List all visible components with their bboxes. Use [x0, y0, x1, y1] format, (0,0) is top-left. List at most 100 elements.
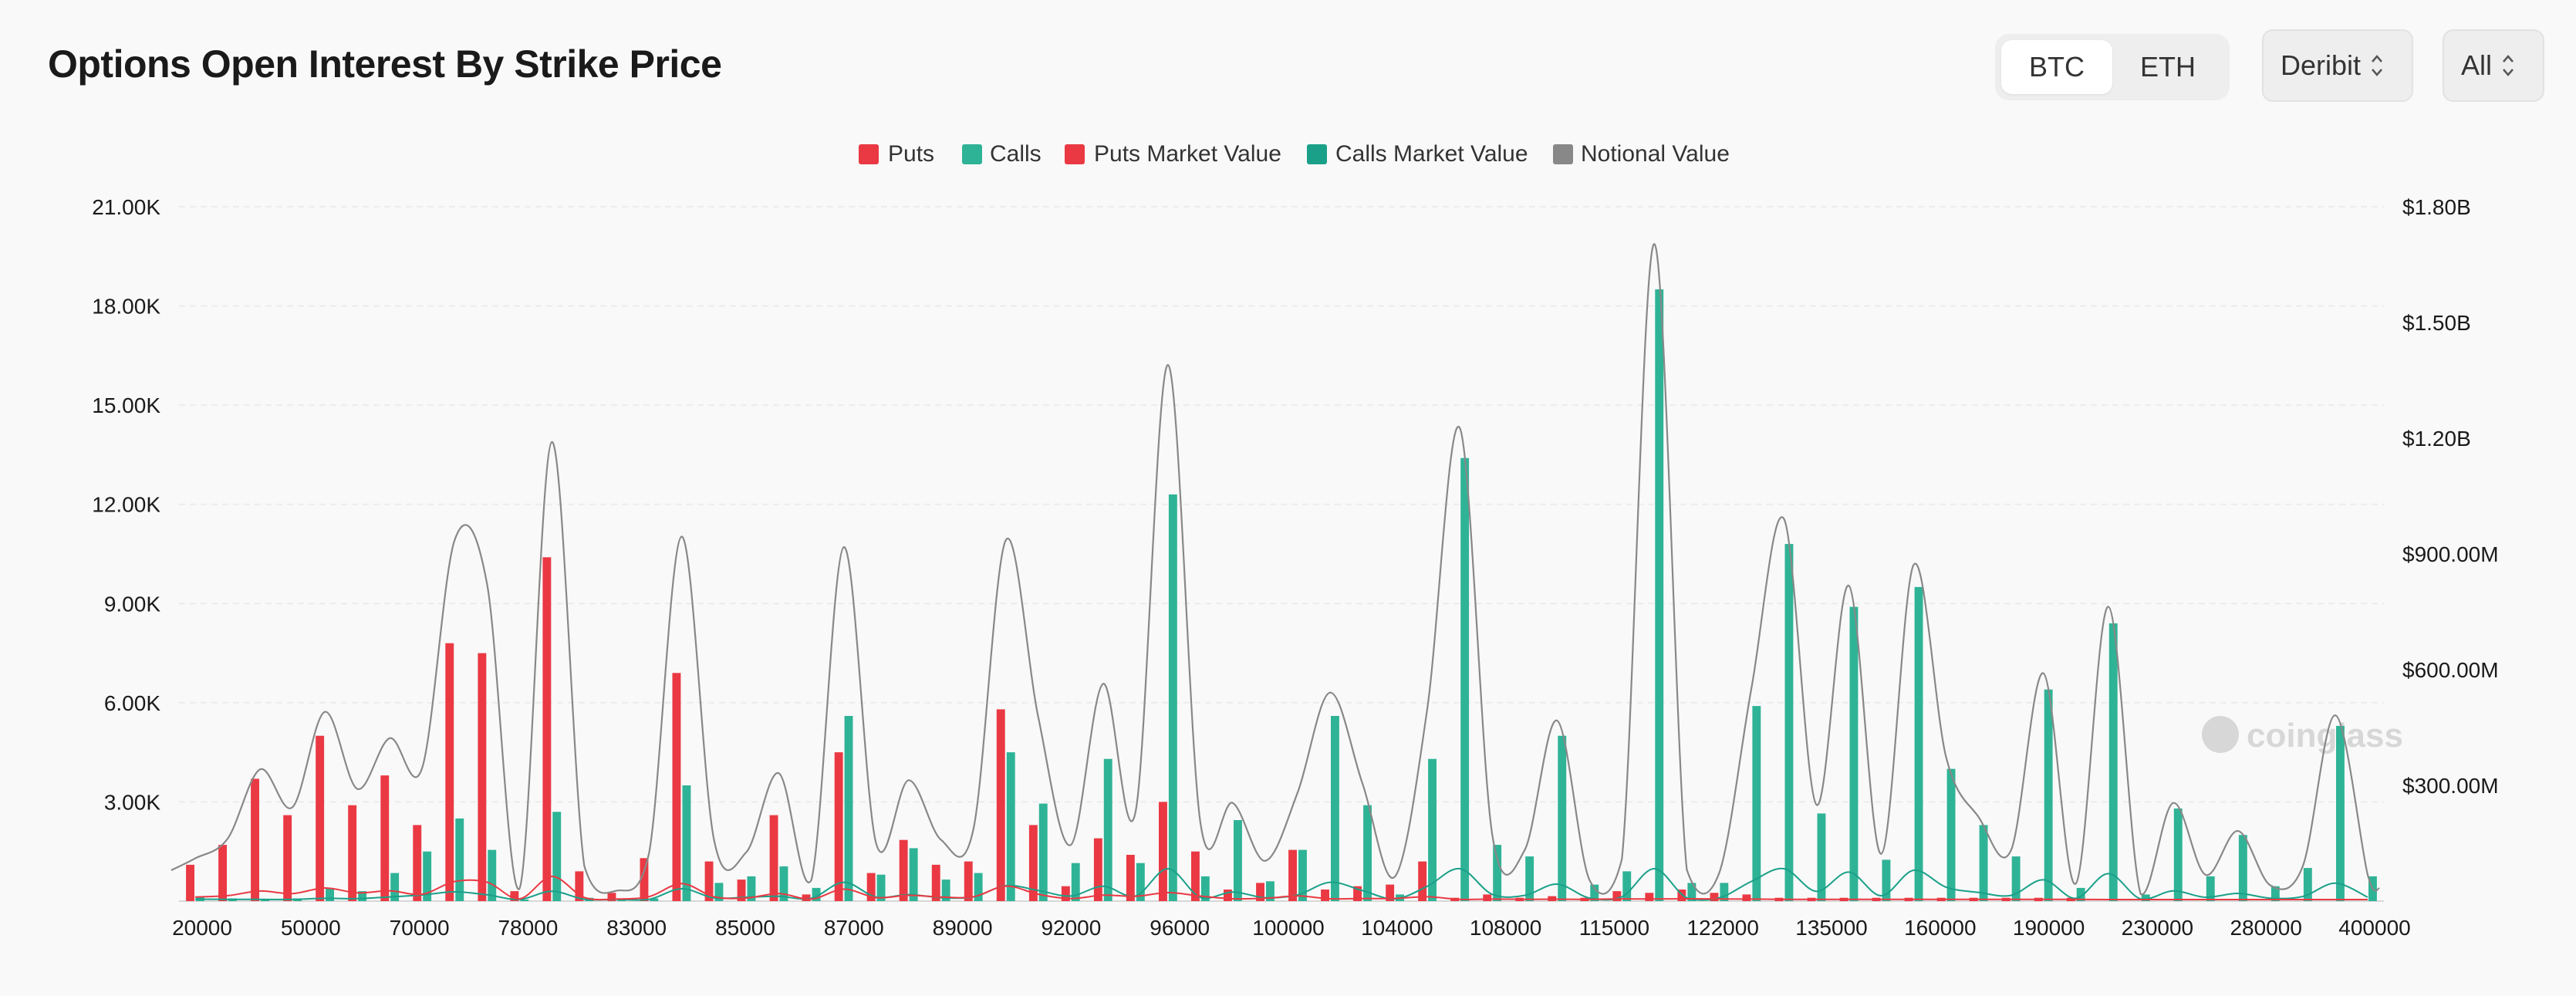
- call-bar[interactable]: [1817, 813, 1826, 901]
- put-bar[interactable]: [704, 861, 714, 901]
- call-bar[interactable]: [1103, 758, 1112, 901]
- call-bar[interactable]: [2076, 887, 2085, 901]
- call-bar[interactable]: [1200, 876, 1210, 901]
- call-bar[interactable]: [1752, 706, 1761, 901]
- put-bar[interactable]: [1353, 886, 1362, 901]
- put-bar[interactable]: [1612, 891, 1622, 901]
- put-bar[interactable]: [1645, 893, 1654, 901]
- range-select[interactable]: All: [2443, 29, 2544, 102]
- put-bar[interactable]: [866, 873, 876, 901]
- call-bar[interactable]: [1720, 883, 1729, 901]
- put-bar[interactable]: [1159, 802, 1167, 901]
- call-bar[interactable]: [488, 849, 497, 901]
- put-bar[interactable]: [1126, 855, 1135, 901]
- put-bar[interactable]: [899, 839, 908, 901]
- put-bar[interactable]: [316, 735, 325, 901]
- legend-item-calls-market-value[interactable]: Calls Market Value: [1307, 141, 1528, 167]
- legend-item-puts[interactable]: Puts: [859, 141, 934, 167]
- put-bar[interactable]: [1028, 825, 1038, 901]
- put-bar[interactable]: [510, 891, 519, 901]
- call-bar[interactable]: [650, 898, 659, 901]
- put-bar[interactable]: [1288, 849, 1297, 901]
- call-bar[interactable]: [812, 887, 821, 901]
- put-bar[interactable]: [575, 871, 584, 901]
- call-bar[interactable]: [2173, 809, 2183, 901]
- put-bar[interactable]: [348, 805, 357, 901]
- call-bar[interactable]: [1687, 883, 1697, 901]
- put-bar[interactable]: [769, 815, 778, 901]
- put-bar[interactable]: [931, 864, 940, 901]
- call-bar[interactable]: [2238, 835, 2247, 901]
- put-bar[interactable]: [672, 673, 681, 901]
- call-bar[interactable]: [779, 866, 788, 901]
- put-bar[interactable]: [1256, 883, 1264, 901]
- call-bar[interactable]: [2206, 876, 2215, 901]
- call-bar[interactable]: [1590, 884, 1599, 901]
- call-bar[interactable]: [1525, 856, 1534, 901]
- put-bar[interactable]: [1321, 890, 1329, 901]
- put-bar[interactable]: [1710, 893, 1719, 901]
- put-bar[interactable]: [1191, 851, 1200, 901]
- asset-btc-button[interactable]: BTC: [2001, 40, 2112, 94]
- call-bar[interactable]: [1622, 871, 1632, 901]
- call-bar[interactable]: [2141, 894, 2150, 901]
- call-bar[interactable]: [358, 891, 367, 901]
- put-bar[interactable]: [413, 825, 422, 901]
- put-bar[interactable]: [964, 861, 973, 901]
- put-bar[interactable]: [737, 880, 746, 901]
- put-bar[interactable]: [218, 845, 227, 901]
- put-bar[interactable]: [445, 643, 454, 901]
- call-bar[interactable]: [2108, 623, 2118, 901]
- call-bar[interactable]: [876, 874, 886, 901]
- call-bar[interactable]: [520, 899, 529, 901]
- call-bar[interactable]: [326, 887, 334, 901]
- put-bar[interactable]: [478, 653, 487, 901]
- call-bar[interactable]: [2270, 886, 2280, 901]
- call-bar[interactable]: [423, 851, 432, 901]
- put-bar[interactable]: [834, 752, 843, 901]
- call-bar[interactable]: [2336, 725, 2345, 901]
- call-bar[interactable]: [1331, 716, 1339, 901]
- exchange-select[interactable]: Deribit: [2262, 29, 2413, 102]
- call-bar[interactable]: [1784, 544, 1794, 901]
- call-bar[interactable]: [1558, 735, 1567, 901]
- put-bar[interactable]: [1483, 894, 1492, 901]
- call-bar[interactable]: [1849, 606, 1859, 901]
- call-bar[interactable]: [1655, 289, 1664, 902]
- put-bar[interactable]: [380, 775, 390, 901]
- call-bar[interactable]: [747, 876, 756, 901]
- call-bar[interactable]: [714, 883, 724, 901]
- call-bar[interactable]: [1038, 803, 1048, 901]
- call-bar[interactable]: [1882, 859, 1891, 901]
- call-bar[interactable]: [2303, 868, 2312, 901]
- call-bar[interactable]: [682, 785, 691, 901]
- put-bar[interactable]: [1418, 861, 1427, 901]
- call-bar[interactable]: [1979, 825, 1988, 901]
- call-bar[interactable]: [1460, 457, 1470, 901]
- call-bar[interactable]: [617, 899, 626, 901]
- call-bar[interactable]: [1428, 758, 1437, 901]
- call-bar[interactable]: [1363, 805, 1372, 901]
- put-bar[interactable]: [1061, 886, 1070, 901]
- asset-eth-button[interactable]: ETH: [2140, 51, 2196, 83]
- put-bar[interactable]: [542, 557, 552, 901]
- put-bar[interactable]: [996, 709, 1005, 901]
- call-bar[interactable]: [844, 716, 853, 901]
- legend-item-notional-value[interactable]: Notional Value: [1553, 141, 1730, 167]
- call-bar[interactable]: [1914, 586, 1923, 901]
- put-bar[interactable]: [186, 864, 194, 901]
- call-bar[interactable]: [909, 848, 918, 901]
- call-bar[interactable]: [1168, 494, 1177, 901]
- legend-item-puts-market-value[interactable]: Puts Market Value: [1065, 141, 1281, 167]
- call-bar[interactable]: [941, 880, 950, 901]
- call-bar[interactable]: [390, 873, 400, 901]
- put-bar[interactable]: [251, 778, 259, 901]
- call-bar[interactable]: [1071, 863, 1080, 901]
- call-bar[interactable]: [455, 818, 464, 901]
- call-bar[interactable]: [1298, 849, 1307, 901]
- call-bar[interactable]: [1136, 863, 1145, 901]
- put-bar[interactable]: [1677, 890, 1686, 901]
- call-bar[interactable]: [552, 812, 562, 901]
- call-bar[interactable]: [1006, 752, 1015, 901]
- call-bar[interactable]: [2011, 856, 2021, 901]
